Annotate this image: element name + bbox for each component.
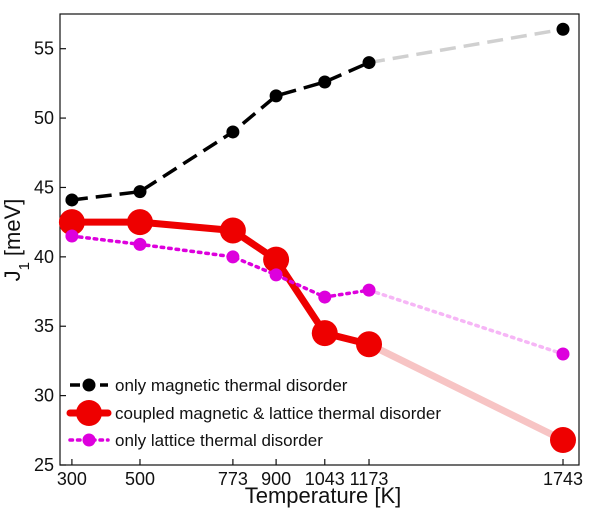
data-point [556,22,570,36]
y-axis-label-symbol: J [0,270,25,281]
legend-label: only magnetic thermal disorder [115,376,348,395]
data-point [226,250,240,264]
y-tick-label: 30 [34,386,54,406]
legend: only magnetic thermal disorder coupled ma… [66,376,441,450]
data-point [65,229,79,243]
legend-label: coupled magnetic & lattice thermal disor… [115,404,441,423]
legend-marker [76,400,102,426]
legend-item: only magnetic thermal disorder [70,376,348,395]
legend-marker [82,433,96,447]
series-line [71,60,370,202]
data-point [133,237,147,251]
data-point [269,89,283,103]
legend-item: only lattice thermal disorder [68,431,323,450]
x-tick-label: 773 [218,469,248,489]
series-1 [65,22,570,207]
ticks-layer: 300 500 773 900 1043 1173 1743 25 30 35 40 45 50 55 [34,39,583,489]
data-point [219,217,246,244]
y-tick-label: 25 [34,455,54,475]
data-point [133,185,147,199]
x-axis-label: Temperature [K] [245,483,402,508]
data-point [318,290,332,304]
data-point [550,427,577,454]
series-extrapolation-line [368,27,564,65]
y-tick-label: 50 [34,108,54,128]
data-point [356,331,383,358]
series-line [70,234,371,299]
x-tick-label: 900 [261,469,291,489]
legend-label: only lattice thermal disorder [115,431,323,450]
data-point [362,283,376,297]
series-layer [58,22,577,454]
data-point [126,209,153,236]
x-tick-label: 1043 [305,469,345,489]
data-point [65,193,79,207]
svg-text:J1[meV]: J1 [meV] [0,199,33,282]
y-tick-label: 45 [34,177,54,197]
data-point [311,320,338,347]
data-point [556,347,570,361]
data-point [362,56,376,70]
series-2 [58,209,577,454]
data-point [58,209,85,236]
y-axis-label-subscript: 1 [16,262,33,270]
legend-marker [82,378,96,392]
y-tick-label: 40 [34,247,54,267]
data-point [226,125,240,139]
series-extrapolation-line [365,340,567,444]
x-tick-label: 1173 [350,469,389,489]
y-tick-label: 55 [34,39,54,59]
series-extrapolation-line [367,288,565,356]
plot-frame [59,13,580,466]
series-3 [65,229,570,361]
data-point [318,75,332,89]
x-tick-label: 300 [57,469,87,489]
y-tick-label: 35 [34,316,54,336]
data-point [263,246,290,273]
y-axis-label: J1 [meV] [0,199,33,282]
legend-item: coupled magnetic & lattice thermal disor… [66,400,441,426]
data-point [269,268,283,282]
x-tick-label: 500 [125,469,155,489]
y-axis-label-unit: [meV] [0,199,25,256]
x-tick-label: 1743 [543,469,583,489]
